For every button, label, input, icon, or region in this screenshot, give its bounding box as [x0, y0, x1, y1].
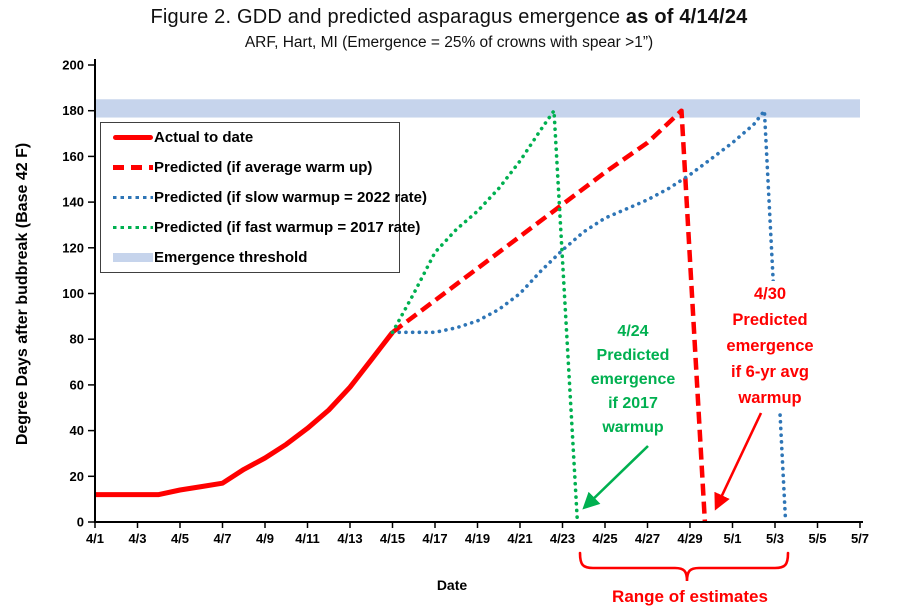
figure-title: Figure 2. GDD and predicted asparagus em…	[0, 6, 898, 29]
y-axis-title: Degree Days after budbreak (Base 42 F)	[14, 142, 31, 446]
slow-dotted-line-swatch	[113, 195, 153, 200]
figure-subtitle: ARF, Hart, MI (Emergence = 25% of crowns…	[244, 34, 654, 51]
x-tick-label: 4/19	[465, 531, 490, 546]
x-tick-label: 4/9	[256, 531, 274, 546]
x-tick-label: 5/5	[808, 531, 826, 546]
emergence-threshold-swatch	[113, 252, 153, 262]
x-tick-label: 5/1	[723, 531, 741, 546]
legend-item-label: Predicted (if average warm up)	[154, 159, 373, 177]
y-tick-label: 0	[77, 515, 84, 530]
figure-title-bold: as of 4/14/24	[625, 6, 748, 28]
y-tick-label: 80	[70, 332, 84, 347]
x-tick-label: 4/25	[592, 531, 617, 546]
legend-item-threshold: Emergence threshold	[113, 249, 399, 266]
emergence-threshold-band	[95, 99, 860, 118]
average-dashed-line-swatch	[113, 165, 153, 170]
y-tick-label: 20	[70, 469, 84, 484]
legend-item-label: Actual to date	[154, 129, 254, 147]
x-tick-label: 4/5	[171, 531, 189, 546]
x-tick-label: 5/7	[851, 531, 869, 546]
avg-warmup-emergence-annotation: 4/30 Predicted emergence if 6-yr avg war…	[712, 281, 828, 411]
avg-emergence-arrow	[714, 412, 763, 511]
legend-item-label: Predicted (if fast warmup = 2017 rate)	[154, 218, 421, 236]
x-tick-label: 4/23	[550, 531, 575, 546]
x-tick-label: 4/29	[677, 531, 702, 546]
series-predicted-slow-2022	[390, 108, 788, 524]
y-tick-label: 180	[62, 103, 84, 118]
x-tick-label: 4/17	[422, 531, 447, 546]
series-predicted-fast-2017	[390, 108, 580, 524]
fast-emergence-arrow	[582, 445, 649, 510]
y-tick-label: 160	[62, 149, 84, 164]
legend-item-label: Emergence threshold	[154, 248, 308, 266]
x-tick-label: 4/13	[337, 531, 362, 546]
series-actual	[95, 330, 395, 498]
legend-item-actual: Actual to date	[113, 129, 399, 146]
x-tick-label: 4/21	[507, 531, 532, 546]
range-of-estimates-label: Range of estimates	[612, 587, 768, 606]
legend-item-predicted-slow: Predicted (if slow warmup = 2022 rate)	[113, 189, 427, 206]
y-tick-label: 140	[62, 195, 84, 210]
fast-dotted-line-swatch	[113, 225, 153, 230]
legend-item-predicted-average: Predicted (if average warm up)	[113, 159, 399, 176]
y-tick-label: 100	[62, 286, 84, 301]
x-tick-label: 5/3	[766, 531, 784, 546]
x-tick-label: 4/27	[635, 531, 660, 546]
y-tick-label: 40	[70, 423, 84, 438]
actual-solid-line-swatch	[113, 135, 153, 141]
y-tick-label: 60	[70, 377, 84, 392]
x-axis-title: Date	[436, 577, 468, 593]
y-tick-label: 120	[62, 240, 84, 255]
y-tick-label: 200	[62, 58, 84, 73]
legend-item-label: Predicted (if slow warmup = 2022 rate)	[154, 188, 428, 206]
figure-title-regular: Figure 2. GDD and predicted asparagus em…	[150, 6, 621, 28]
x-tick-label: 4/15	[380, 531, 405, 546]
x-tick-label: 4/11	[295, 531, 320, 546]
legend: Actual to date Predicted (if average war…	[100, 122, 427, 273]
range-brace	[578, 551, 790, 582]
x-tick-label: 4/7	[213, 531, 231, 546]
x-tick-label: 4/1	[86, 531, 104, 546]
fast-warmup-emergence-annotation: 4/24 Predicted emergence if 2017 warmup	[590, 323, 676, 436]
series-predicted-average	[391, 108, 708, 523]
x-tick-label: 4/3	[128, 531, 146, 546]
legend-item-predicted-fast: Predicted (if fast warmup = 2017 rate)	[113, 219, 420, 236]
